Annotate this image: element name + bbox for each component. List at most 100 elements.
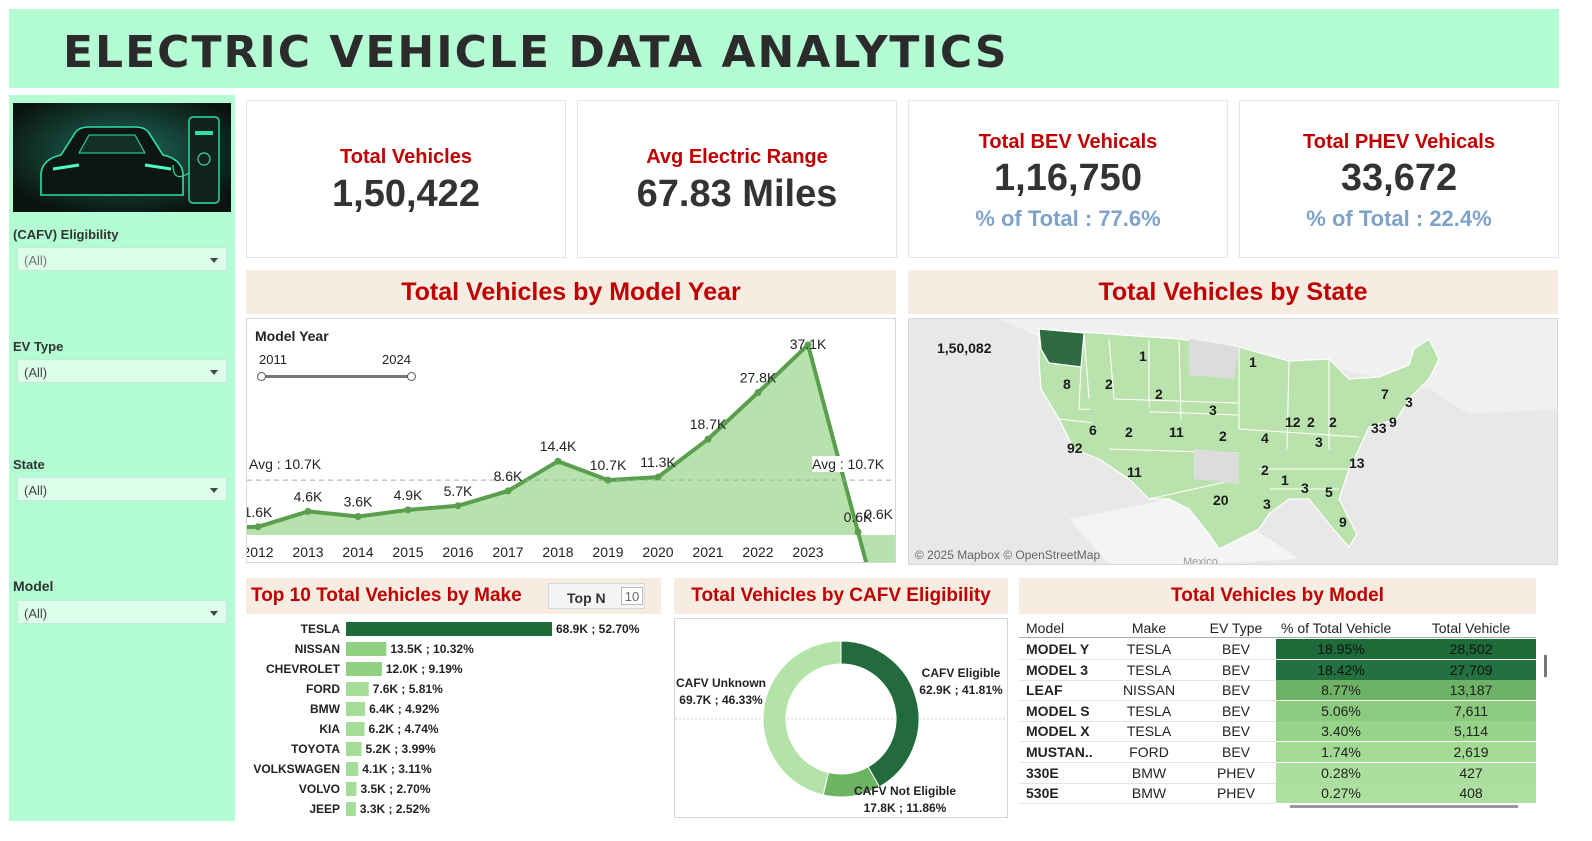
donut-slice [762, 640, 842, 796]
cafv-filter-value: (All) [24, 253, 48, 268]
column-header[interactable]: EV Type [1209, 620, 1263, 636]
dashboard-header: ELECTRIC VEHICLE DATA ANALYTICS [9, 9, 1559, 88]
average-label-right: Avg : 10.7K [812, 456, 885, 472]
state-value-label: 92 [1067, 440, 1083, 456]
make-category-label: NISSAN [295, 642, 340, 656]
year-slider-min: 2011 [259, 352, 287, 367]
column-header[interactable]: Total Vehicle [1431, 620, 1511, 636]
filter-sidebar: (CAFV) Eligibility (All) EV Type (All) S… [9, 95, 235, 821]
make-chart-title: Top 10 Total Vehicles by Make [251, 585, 522, 606]
column-header[interactable]: Model [1026, 620, 1065, 636]
state-value-label: 3 [1263, 496, 1271, 512]
ev-type-filter-dropdown[interactable]: (All) [17, 359, 227, 383]
x-tick-label: 2015 [392, 544, 423, 560]
ev-car-image [13, 103, 231, 212]
year-chart-title: Total Vehicles by Model Year [246, 270, 896, 314]
table-cell: PHEV [1216, 764, 1256, 781]
donut-slice [840, 640, 920, 788]
state-value-label: 3 [1209, 402, 1217, 418]
table-cell: 1.74% [1321, 744, 1361, 760]
table-cell: 0.27% [1321, 785, 1361, 802]
data-point [404, 506, 412, 514]
year-range-slider-track[interactable] [261, 375, 413, 378]
make-category-label: JEEP [309, 802, 340, 816]
slice-category-label: CAFV Eligible [922, 666, 1001, 680]
slice-value-label: 62.9K ; 41.81% [919, 683, 1003, 697]
slice-category-label: CAFV Not Eligible [854, 784, 956, 798]
make-bar [346, 762, 359, 776]
state-value-label: 33 [1371, 420, 1387, 436]
data-label: 27.8K [740, 370, 777, 386]
year-slider-min-handle[interactable] [257, 372, 266, 381]
make-value-label: 3.5K ; 2.70% [360, 782, 430, 796]
state-value-label: 12 [1285, 414, 1301, 430]
chevron-down-icon [210, 370, 218, 375]
state-value-label: 2 [1261, 462, 1269, 478]
state-filter-dropdown[interactable]: (All) [17, 477, 227, 501]
top-n-label: Top N [567, 590, 606, 606]
state-value-label: 20 [1213, 492, 1229, 508]
table-cell: BMW [1131, 764, 1167, 781]
cafv-filter-dropdown[interactable]: (All) [17, 247, 227, 271]
data-point [754, 389, 762, 397]
year-slider-label: Model Year [255, 328, 329, 344]
model-filter-dropdown[interactable]: (All) [17, 600, 227, 624]
table-cell: MODEL Y [1026, 641, 1090, 657]
data-point [804, 341, 812, 349]
table-cell: BEV [1221, 723, 1250, 740]
state-value-label: 4 [1261, 430, 1269, 446]
table-cell: MODEL S [1026, 702, 1090, 719]
table-cell: TESLA [1126, 723, 1172, 740]
heat-cell [1276, 700, 1536, 721]
state-value-label: 9 [1339, 514, 1347, 530]
table-cell: 7,611 [1454, 702, 1488, 719]
data-label: 11.3K [640, 454, 676, 470]
data-label: 5.7K [444, 483, 473, 499]
column-header[interactable]: % of Total Vehicle [1281, 620, 1392, 636]
table-cell: 3.40% [1321, 723, 1361, 740]
table-cell: 408 [1459, 785, 1483, 802]
make-category-label: TESLA [301, 622, 341, 636]
table-cell: BEV [1221, 702, 1250, 719]
map-country-label: Mexico [1183, 556, 1218, 565]
make-bar [346, 662, 382, 676]
table-cell: TESLA [1126, 702, 1172, 719]
state-value-label: 1 [1139, 348, 1147, 364]
data-point [704, 435, 712, 443]
make-value-label: 7.6K ; 5.81% [373, 682, 443, 696]
table-cell: BEV [1221, 641, 1250, 657]
chevron-down-icon [210, 258, 218, 263]
map-credit: © 2025 Mapbox © OpenStreetMap [915, 548, 1101, 562]
row-divider [1019, 762, 1276, 763]
make-bar-chart: TESLA 68.9K ; 52.70% NISSAN 13.5K ; 10.32% C… [253, 622, 640, 816]
make-value-label: 5.2K ; 3.99% [366, 742, 436, 756]
model-table-vertical-scrollbar[interactable] [1544, 655, 1547, 677]
make-category-label: BMW [310, 702, 341, 716]
make-value-label: 6.4K ; 4.92% [369, 702, 439, 716]
table-cell: MODEL 3 [1026, 661, 1088, 678]
model-table-horizontal-scrollbar[interactable] [1290, 805, 1518, 808]
top-n-input[interactable]: 10 [621, 587, 643, 605]
state-value-label: 2 [1155, 386, 1163, 402]
data-point [354, 513, 362, 521]
column-header[interactable]: Make [1131, 620, 1167, 636]
state-value-label: 6 [1089, 422, 1097, 438]
year-slider-max-handle[interactable] [407, 372, 416, 381]
x-tick-label: 2014 [342, 544, 373, 560]
filter-label-cafv: (CAFV) Eligibility [13, 227, 119, 242]
area-fill [247, 344, 895, 562]
make-category-label: FORD [306, 682, 340, 696]
data-point [604, 476, 612, 484]
make-category-label: KIA [319, 722, 340, 736]
table-cell: MUSTAN.. [1026, 744, 1093, 760]
state-value-label: 11 [1169, 424, 1184, 440]
state-map-panel[interactable]: 1,50,082 1 8 2 1 2 3 7 3 6 2 11 2 4 12 2 2 3 33 9 92 11 13 2 1 3 5… [908, 318, 1558, 565]
top-n-parameter[interactable]: Top N 10 [548, 583, 645, 609]
kpi-value: 33,672 [1340, 157, 1458, 199]
make-value-label: 3.3K ; 2.52% [360, 802, 430, 816]
table-cell: 530E [1026, 785, 1059, 802]
data-label: 10.7K [590, 457, 627, 473]
make-category-label: VOLKSWAGEN [253, 762, 340, 776]
state-value-label: 1 [1281, 472, 1289, 488]
x-tick-label: 2012 [247, 544, 274, 560]
